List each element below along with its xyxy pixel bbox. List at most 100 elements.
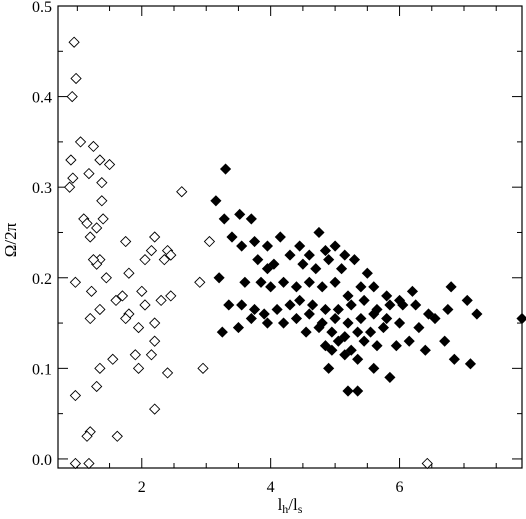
open-diamond-point: [91, 222, 103, 234]
filled-diamond-point: [516, 312, 526, 325]
filled-diamond-point: [236, 299, 248, 311]
filled-diamond-point: [332, 303, 344, 316]
filled-diamond-point: [403, 335, 415, 347]
open-diamond-point: [149, 403, 161, 415]
open-diamond-point: [132, 321, 145, 334]
open-diamond-point: [107, 353, 119, 365]
filled-diamond-point: [352, 385, 364, 397]
filled-diamond-point: [306, 299, 319, 311]
filled-diamond-point: [422, 308, 435, 320]
open-diamond-point: [120, 312, 132, 325]
filled-diamond-point: [461, 294, 473, 306]
filled-diamond-point: [248, 235, 261, 248]
filled-diamond-point: [339, 331, 351, 343]
filled-diamond-point: [390, 340, 402, 352]
filled-diamond-point: [323, 254, 335, 266]
axis-ticks: [58, 5, 522, 468]
filled-diamond-point: [210, 195, 222, 207]
open-diamond-point: [194, 276, 206, 288]
open-diamond-point: [69, 276, 82, 288]
open-diamond-point: [96, 177, 108, 189]
filled-diamond-point: [384, 299, 396, 311]
filled-diamond-point: [410, 299, 422, 311]
filled-diamond-point: [352, 326, 364, 338]
filled-diamond-point: [329, 240, 341, 252]
filled-diamond-point: [303, 308, 315, 320]
filled-diamond-point: [313, 226, 325, 239]
open-diamond-point: [74, 136, 87, 148]
filled-diamond-point: [319, 303, 332, 316]
filled-diamond-point: [245, 312, 257, 325]
filled-diamond-point: [319, 245, 332, 257]
open-diamond-point: [197, 362, 209, 374]
filled-diamond-point: [345, 344, 357, 356]
filled-diamond-point: [448, 353, 460, 365]
y-tick-label: 0.1: [32, 361, 52, 378]
open-diamond-point: [176, 186, 188, 198]
open-diamond-point: [155, 294, 167, 307]
open-diamond-point: [145, 349, 158, 361]
data-points: [63, 36, 526, 470]
filled-diamond-point: [265, 281, 277, 293]
open-diamond-point: [139, 254, 151, 266]
open-diamond-point: [63, 181, 76, 193]
open-diamond-point: [81, 217, 93, 230]
filled-diamond-point: [313, 322, 325, 334]
filled-diamond-point: [348, 254, 361, 266]
filled-diamond-point: [223, 299, 235, 311]
filled-diamond-point: [277, 276, 290, 288]
filled-diamond-point: [339, 249, 351, 261]
filled-diamond-point: [284, 249, 296, 261]
filled-diamond-point: [248, 303, 261, 316]
filled-diamond-point: [358, 335, 370, 347]
y-axis-label: Ω/2π: [1, 222, 20, 257]
filled-diamond-point: [355, 281, 367, 293]
open-diamond-point: [158, 254, 170, 266]
open-diamond-point: [96, 195, 108, 207]
y-tick-label: 0.4: [32, 90, 52, 107]
open-diamond-point: [116, 290, 129, 302]
filled-diamond-point: [268, 258, 280, 270]
filled-diamond-point: [294, 294, 306, 306]
open-diamond-point: [66, 90, 78, 103]
filled-diamond-point: [245, 213, 257, 225]
filled-diamond-point: [274, 231, 286, 243]
filled-diamond-point: [397, 299, 409, 311]
open-diamond-point: [84, 231, 96, 243]
filled-diamond-point: [445, 281, 457, 293]
filled-diamond-point: [377, 322, 390, 334]
open-diamond-point: [149, 335, 161, 347]
y-tick-label: 0.0: [32, 452, 52, 469]
filled-diamond-point: [364, 326, 377, 338]
filled-diamond-point: [439, 335, 451, 347]
open-diamond-point: [129, 349, 141, 361]
y-tick-label: 0.2: [32, 271, 52, 288]
filled-diamond-point: [419, 344, 431, 356]
open-diamond-point: [132, 362, 145, 374]
open-diamond-point: [110, 294, 122, 307]
open-diamond-point: [67, 172, 79, 184]
filled-diamond-point: [319, 340, 332, 352]
open-diamond-point: [111, 430, 123, 442]
filled-diamond-point: [310, 263, 322, 275]
open-diamond-point: [94, 303, 106, 316]
filled-diamond-point: [471, 308, 483, 320]
filled-diamond-point: [345, 299, 357, 311]
filled-diamond-point: [406, 285, 419, 297]
open-diamond-point: [85, 285, 98, 297]
open-diamond-point: [83, 457, 95, 470]
open-diamond-point: [103, 158, 116, 171]
open-diamond-point: [165, 290, 177, 302]
filled-diamond-point: [352, 353, 364, 365]
filled-diamond-point: [326, 326, 338, 338]
open-diamond-point: [94, 154, 106, 166]
open-diamond-point: [165, 249, 177, 261]
open-diamond-point: [68, 36, 80, 48]
open-diamond-point: [145, 244, 158, 257]
open-diamond-point: [91, 380, 103, 393]
filled-diamond-point: [329, 276, 341, 288]
filled-diamond-point: [218, 213, 230, 225]
filled-diamond-point: [261, 240, 274, 252]
open-diamond-point: [120, 235, 132, 248]
